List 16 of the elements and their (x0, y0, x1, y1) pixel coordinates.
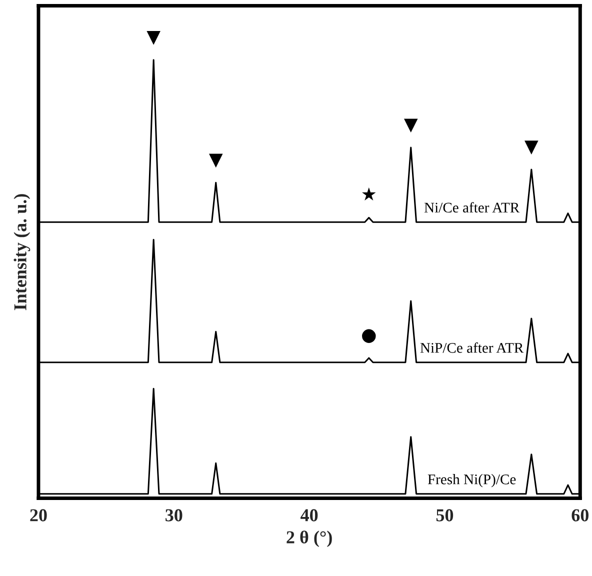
annotation: ▼ (146, 31, 160, 45)
x-tick-label: 40 (300, 509, 318, 522)
series-label: Fresh Ni(P)/Ce (428, 474, 516, 488)
annotation: ● (362, 329, 376, 343)
x-tick-label: 20 (30, 509, 47, 522)
annotation: ★ (362, 187, 376, 201)
annotation: ▼ (404, 118, 418, 133)
series-label: NiP/Ce after ATR (420, 342, 524, 353)
y-axis-title: Intensity (a. u.) (14, 194, 30, 310)
x-axis-title: 2 θ (°) (286, 530, 332, 548)
x-tick-label: 50 (436, 509, 454, 522)
x-tick-label: 60 (572, 509, 588, 522)
series-label: Ni/Ce after ATR (424, 202, 520, 213)
x-tick-label: 30 (166, 509, 182, 522)
annotation: ▼ (208, 154, 223, 168)
annotation: ▼ (524, 140, 538, 154)
